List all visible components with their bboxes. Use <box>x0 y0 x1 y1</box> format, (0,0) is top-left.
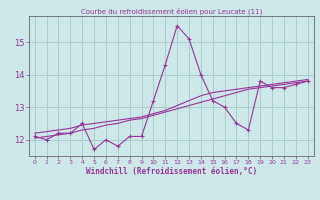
Title: Courbe du refroidissement éolien pour Leucate (11): Courbe du refroidissement éolien pour Le… <box>81 7 262 15</box>
X-axis label: Windchill (Refroidissement éolien,°C): Windchill (Refroidissement éolien,°C) <box>86 167 257 176</box>
